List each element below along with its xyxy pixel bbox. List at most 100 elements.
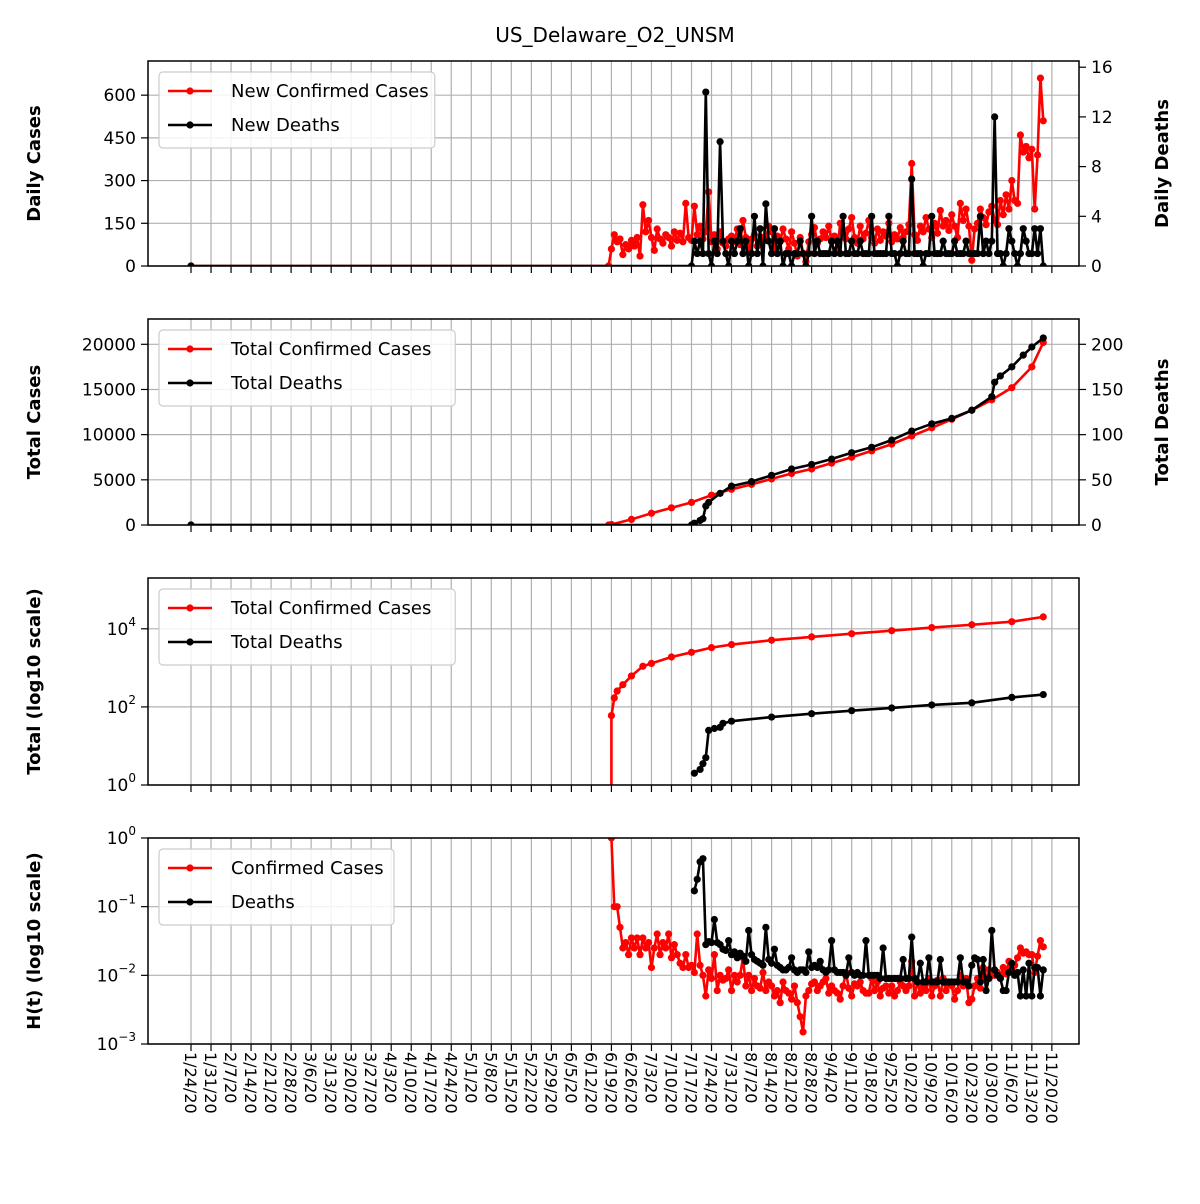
data-point	[619, 681, 627, 689]
legend-label: New Deaths	[231, 115, 340, 136]
x-tick-label: 1/24/20	[181, 1052, 200, 1114]
data-point	[762, 200, 770, 208]
data-point	[187, 262, 195, 266]
data-point	[667, 954, 676, 962]
axes-frame	[147, 577, 1080, 786]
data-point	[928, 420, 936, 428]
data-point	[856, 237, 864, 245]
data-point	[653, 225, 661, 233]
data-point	[893, 262, 902, 266]
data-point	[1016, 992, 1024, 1000]
data-point	[819, 228, 827, 236]
data-point	[879, 944, 887, 952]
data-point	[976, 984, 984, 992]
data-point	[873, 225, 882, 233]
figure-title: US_Delaware_O2_UNSM	[495, 23, 735, 47]
data-point	[793, 249, 801, 258]
x-tick-labels: 1/24/20 1/31/20 2/7/20 2/14/20 2/21/20 2/28/2…	[181, 1052, 1061, 1124]
data-point	[1036, 74, 1045, 82]
data-point	[1016, 249, 1024, 258]
data-point	[1008, 237, 1016, 245]
data-point	[747, 986, 756, 995]
data-point	[750, 974, 759, 983]
data-point	[876, 236, 884, 244]
data-point	[899, 955, 907, 964]
data-point	[882, 249, 890, 258]
data-point	[991, 113, 999, 121]
data-point	[690, 237, 698, 245]
data-point	[908, 432, 916, 440]
data-point	[808, 460, 816, 469]
data-point	[870, 986, 879, 995]
data-point	[699, 855, 707, 863]
y-right-tick-label: 200	[1091, 335, 1123, 355]
y-right-tick-label: 4	[1091, 207, 1102, 227]
data-point	[707, 262, 716, 266]
x-tick-label: 7/17/20	[682, 1052, 701, 1114]
data-point	[645, 938, 653, 947]
y-tick-label: 100	[107, 824, 136, 849]
data-point	[988, 926, 996, 935]
data-point	[702, 992, 710, 1000]
data-point	[733, 237, 741, 245]
data-point	[979, 249, 987, 258]
series-new-confirmed-cases	[187, 74, 1047, 266]
x-tick-label: 2/21/20	[261, 1052, 280, 1114]
data-point	[613, 687, 621, 695]
data-point	[773, 249, 781, 258]
x-tick-label: 2/7/20	[221, 1052, 240, 1104]
data-point	[965, 982, 973, 990]
x-tick-label: 3/20/20	[341, 1052, 360, 1114]
data-point	[679, 238, 687, 246]
data-point	[953, 986, 962, 995]
series-total-deaths	[690, 690, 1047, 777]
data-point	[813, 963, 821, 972]
data-point	[1002, 986, 1010, 995]
series-line	[610, 615, 1044, 785]
data-point	[908, 175, 916, 183]
data-point	[659, 938, 667, 947]
data-point	[1036, 992, 1045, 1000]
data-point	[756, 984, 764, 992]
data-point	[942, 986, 950, 995]
data-point	[822, 974, 830, 983]
data-point	[842, 971, 850, 979]
data-point	[1013, 199, 1022, 207]
data-point	[885, 212, 893, 220]
data-point	[756, 225, 764, 233]
data-point	[722, 249, 730, 258]
data-point	[687, 498, 696, 507]
data-point	[696, 237, 704, 245]
legend-label: Total Deaths	[230, 373, 343, 394]
x-tick-label: 10/9/20	[922, 1052, 941, 1114]
data-point	[1033, 952, 1042, 960]
data-point	[707, 938, 716, 947]
data-point	[828, 237, 836, 245]
data-point	[776, 237, 784, 245]
data-point	[962, 237, 970, 245]
data-point	[896, 223, 904, 232]
data-point	[647, 963, 656, 972]
data-point	[953, 978, 962, 986]
data-point	[1022, 992, 1030, 1000]
data-point	[747, 478, 756, 486]
data-point	[948, 249, 956, 258]
data-point	[908, 159, 916, 168]
data-point	[982, 221, 990, 229]
data-point	[785, 989, 793, 997]
legend-marker	[186, 864, 194, 872]
x-tick-label: 3/27/20	[361, 1052, 380, 1114]
data-point	[1019, 966, 1027, 974]
data-point	[1028, 343, 1036, 351]
panel-total_log: 100 102 104 Total (log10 scale) Total Confir…	[24, 577, 1080, 796]
data-point	[808, 633, 816, 641]
data-point	[1039, 117, 1047, 125]
data-point	[833, 989, 841, 997]
data-point	[705, 966, 713, 974]
data-point	[845, 954, 853, 962]
data-point	[856, 978, 864, 986]
data-point	[976, 978, 984, 986]
x-tick-label: 9/4/20	[822, 1052, 841, 1104]
data-point	[725, 262, 733, 266]
data-point	[622, 938, 630, 947]
